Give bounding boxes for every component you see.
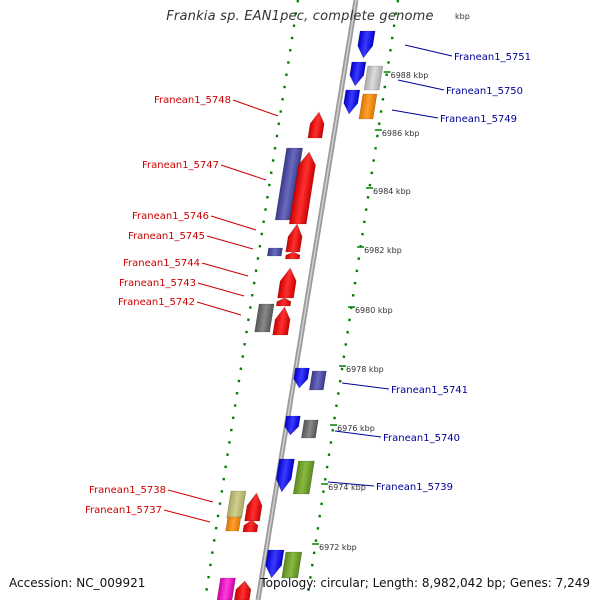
gene-franean1-5747 bbox=[288, 151, 316, 225]
map-title: Frankia sp. EAN1pec, complete genome bbox=[166, 9, 434, 24]
tick-label: 6974 kbp bbox=[328, 483, 366, 492]
gene-label-forward: Franean1_5737 bbox=[85, 505, 162, 516]
label-leader bbox=[220, 164, 267, 181]
gene-label-forward: Franean1_5743 bbox=[119, 278, 196, 289]
tick-label: 6980 kbp bbox=[355, 306, 393, 315]
label-leader bbox=[197, 282, 245, 297]
gene-franean1-5739 bbox=[275, 458, 295, 493]
gene-5741-pair bbox=[309, 370, 327, 391]
gene-label-reverse: Franean1_5751 bbox=[454, 52, 531, 63]
gene-label-forward: Franean1_5747 bbox=[142, 160, 219, 171]
gene-franean1-5738 bbox=[244, 492, 263, 522]
genome-backbone-highlight bbox=[257, 0, 357, 600]
gene-label-forward: Franean1_5738 bbox=[89, 485, 166, 496]
label-leader bbox=[196, 301, 242, 316]
inner-tick-ring bbox=[203, 0, 300, 600]
label-leader bbox=[404, 44, 453, 57]
label-leader bbox=[341, 382, 390, 390]
tick-label: 6976 kbp bbox=[337, 424, 375, 433]
label-leader bbox=[167, 489, 214, 503]
gene-franean1-5751 bbox=[357, 30, 376, 59]
gene-franean1-5737 bbox=[242, 519, 259, 533]
label-leader bbox=[391, 109, 439, 119]
label-leader bbox=[327, 481, 375, 487]
accession-text: Accession: NC_009921 bbox=[9, 576, 146, 590]
gene-franean1-5750 bbox=[349, 61, 367, 87]
gene-label-reverse: Franean1_5739 bbox=[376, 482, 453, 493]
gene-franean1-5746 bbox=[266, 247, 283, 257]
gene-label-forward: Franean1_5744 bbox=[123, 258, 200, 269]
gene-label-reverse: Franean1_5750 bbox=[446, 86, 523, 97]
gene-franean1-5745 bbox=[285, 223, 303, 253]
gene-franean1-5741 bbox=[293, 367, 310, 389]
label-leader bbox=[397, 79, 445, 91]
gene-label-forward: Franean1_5745 bbox=[128, 231, 205, 242]
gene-franean1-5740 bbox=[284, 415, 301, 436]
gene-franean1-5744-small bbox=[284, 251, 301, 260]
gene-label-reverse: Franean1_5749 bbox=[440, 114, 517, 125]
gene-bottom-olive bbox=[281, 551, 303, 579]
gene-bottom-red bbox=[233, 580, 252, 600]
outer-tick-ring bbox=[305, 0, 400, 600]
gene-bottom-blue bbox=[265, 549, 285, 579]
tick-label: 6984 kbp bbox=[373, 187, 411, 196]
tick-label: 6988 kbp bbox=[391, 71, 429, 80]
gene-5749-pair bbox=[358, 93, 378, 120]
tick-label: kbp bbox=[455, 12, 470, 21]
label-leader bbox=[210, 215, 257, 231]
label-leader bbox=[232, 99, 279, 117]
tick-label: 6986 kbp bbox=[382, 129, 420, 138]
gene-franean1-5742 bbox=[272, 306, 291, 336]
gene-label-reverse: Franean1_5741 bbox=[391, 385, 468, 396]
gene-label-reverse: Franean1_5740 bbox=[383, 433, 460, 444]
gene-5739-pair bbox=[292, 460, 315, 495]
gene-franean1-5743 bbox=[275, 297, 292, 307]
gene-franean1-5737-pair bbox=[225, 516, 242, 532]
gene-5740-pair bbox=[301, 419, 319, 439]
gene-franean1-5749 bbox=[343, 89, 361, 115]
label-leader bbox=[163, 509, 211, 523]
gene-franean1-5748 bbox=[307, 111, 325, 139]
tick-label: 6982 kbp bbox=[364, 246, 402, 255]
gene-bottom-magenta bbox=[216, 577, 236, 600]
tick-label: 6978 kbp bbox=[346, 365, 384, 374]
gene-franean1-5744 bbox=[277, 267, 297, 299]
gene-franean1-5742-pair bbox=[254, 303, 275, 333]
genome-summary-text: Topology: circular; Length: 8,982,042 bp… bbox=[260, 576, 590, 590]
gene-label-forward: Franean1_5742 bbox=[118, 297, 195, 308]
gene-franean1-5738-pair bbox=[226, 490, 247, 519]
label-leader bbox=[334, 430, 382, 438]
label-leader bbox=[201, 262, 249, 277]
gene-5750-pair bbox=[363, 65, 384, 91]
tick-label: 6972 kbp bbox=[319, 543, 357, 552]
gene-label-forward: Franean1_5748 bbox=[154, 95, 231, 106]
label-leader bbox=[206, 235, 254, 250]
gene-label-forward: Franean1_5746 bbox=[132, 211, 209, 222]
